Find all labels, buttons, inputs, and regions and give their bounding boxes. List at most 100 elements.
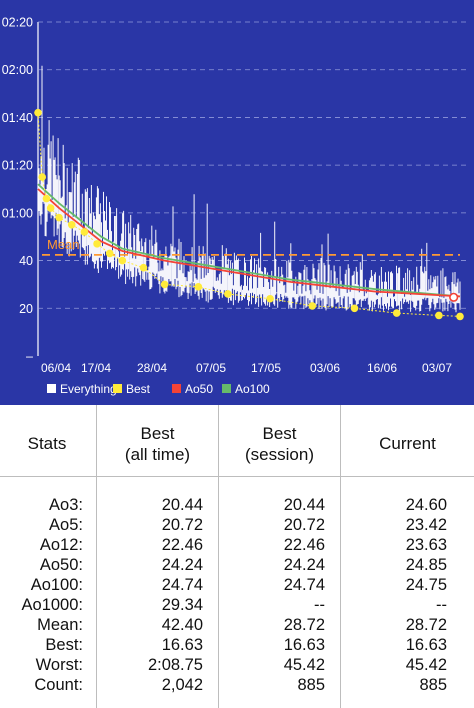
y-tick-label: 01:00 <box>2 206 33 220</box>
best-point <box>80 228 89 236</box>
current-value: 45.42 <box>405 656 447 674</box>
best-point <box>266 294 274 303</box>
stat-label: Ao100: <box>30 576 83 594</box>
current-value: 885 <box>419 676 447 694</box>
ao50-line <box>37 188 461 298</box>
best-line <box>37 112 461 317</box>
y-tick-label: 01:20 <box>2 159 33 173</box>
stat-label: Ao3: <box>49 496 83 514</box>
best-session-value: 20.72 <box>283 516 325 534</box>
best-session-header: Best (session) <box>245 424 314 464</box>
best-all-time-value: 29.34 <box>161 596 203 614</box>
stats-table: Stats Best (all time) Best (session) Cur… <box>0 405 474 708</box>
stat-row: Ao5: 20.72 20.72 23.42 <box>0 515 474 535</box>
x-tick-label: 28/04 <box>137 361 167 375</box>
stat-row: Ao50: 24.24 24.24 24.85 <box>0 555 474 575</box>
stat-row: Mean: 42.40 28.72 28.72 <box>0 615 474 635</box>
best-point <box>55 213 63 222</box>
best-all-time-value: 24.24 <box>161 556 203 574</box>
stat-label: Ao50: <box>39 556 83 574</box>
best-point <box>105 249 114 258</box>
best-all-time-value: 16.63 <box>161 636 203 654</box>
stat-row: Ao1000: 29.34 -- -- <box>0 595 474 615</box>
current-value: 16.63 <box>405 636 447 654</box>
best-all-time-header: Best (all time) <box>124 424 191 464</box>
legend-label: Ao100 <box>235 382 270 396</box>
best-session-value: 28.72 <box>283 616 325 634</box>
x-tick-label: 17/04 <box>81 361 111 375</box>
best-all-time-value: 20.72 <box>161 516 203 534</box>
y-tick-label: 40 <box>19 254 33 268</box>
header-divider <box>0 476 474 477</box>
chart-svg: 02:20 02:00 01:40 01:20 01:00 40 20 –06/04 17/04… <box>2 16 468 396</box>
best-point <box>139 263 148 272</box>
best-session-value: 24.24 <box>283 556 325 574</box>
x-tick-label: 03/06 <box>310 361 340 375</box>
y-tick-label: 02:20 <box>2 16 33 30</box>
x-tick-label: 16/06 <box>367 361 397 375</box>
stat-row: Ao100: 24.74 24.74 24.75 <box>0 575 474 595</box>
x-tick-label: 07/05 <box>196 361 226 375</box>
current-value: 24.85 <box>405 556 447 574</box>
legend-swatch <box>113 384 122 393</box>
ao100-line <box>37 183 461 298</box>
stat-label: Count: <box>34 676 83 694</box>
current-point <box>449 292 459 302</box>
stats-rows: Ao3: 20.44 20.44 24.60 Ao5: 20.72 20.72 23.42 Ao… <box>0 495 474 695</box>
best-all-time-value: 20.44 <box>161 496 203 514</box>
stat-label: Mean: <box>37 616 83 634</box>
best-all-time-value: 24.74 <box>161 576 203 594</box>
best-session-value: -- <box>314 596 325 614</box>
best-session-value: 22.46 <box>283 536 325 554</box>
best-point <box>224 290 232 298</box>
best-point <box>308 302 317 310</box>
x-tick-label: 06/04 <box>41 361 71 375</box>
stat-label: Ao1000: <box>21 596 83 614</box>
best-point <box>34 108 42 117</box>
current-value: 28.72 <box>405 616 447 634</box>
column-divider <box>340 405 341 708</box>
mean-label: Mean <box>47 237 80 252</box>
y-tick-label: – <box>26 350 33 364</box>
y-tick-label: 20 <box>19 302 33 316</box>
best-point <box>38 173 47 181</box>
legend-label: Ao50 <box>185 382 213 396</box>
current-value: 23.42 <box>405 516 447 534</box>
best-all-time-value: 2:08.75 <box>147 656 203 674</box>
best-point <box>93 240 101 248</box>
stats-header: Stats <box>27 434 67 453</box>
stat-row: Worst: 2:08.75 45.42 45.42 <box>0 655 474 675</box>
times-chart: 02:20 02:00 01:40 01:20 01:00 40 20 –06/04 17/04… <box>0 0 474 405</box>
legend-label: Everything <box>60 382 117 396</box>
best-point <box>350 304 359 313</box>
column-divider <box>218 405 219 708</box>
best-session-value: 885 <box>297 676 325 694</box>
stat-label: Ao5: <box>49 516 83 534</box>
best-point <box>194 283 203 291</box>
best-all-time-value: 42.40 <box>161 616 203 634</box>
current-value: 24.60 <box>405 496 447 514</box>
best-all-time-value: 2,042 <box>161 676 203 694</box>
best-point <box>67 220 76 229</box>
best-point <box>42 194 51 203</box>
best-session-value: 24.74 <box>283 576 325 594</box>
stat-label: Ao12: <box>39 536 83 554</box>
stat-row: Ao12: 22.46 22.46 23.63 <box>0 535 474 555</box>
stat-row: Count: 2,042 885 885 <box>0 675 474 695</box>
column-divider <box>96 405 97 708</box>
legend-label: Best <box>126 382 151 396</box>
best-point <box>392 309 401 317</box>
legend-swatch <box>172 384 181 393</box>
best-point <box>435 311 443 320</box>
best-session-value: 45.42 <box>283 656 325 674</box>
current-header: Current <box>379 434 436 453</box>
best-point <box>160 280 169 289</box>
x-tick-label: 17/05 <box>251 361 281 375</box>
y-tick-label: 02:00 <box>2 63 33 77</box>
y-tick-label: 01:40 <box>2 111 33 125</box>
legend-swatch <box>222 384 231 393</box>
legend-swatch <box>47 384 56 393</box>
stat-label: Best: <box>45 636 83 654</box>
best-all-time-value: 22.46 <box>161 536 203 554</box>
current-value: -- <box>436 596 447 614</box>
